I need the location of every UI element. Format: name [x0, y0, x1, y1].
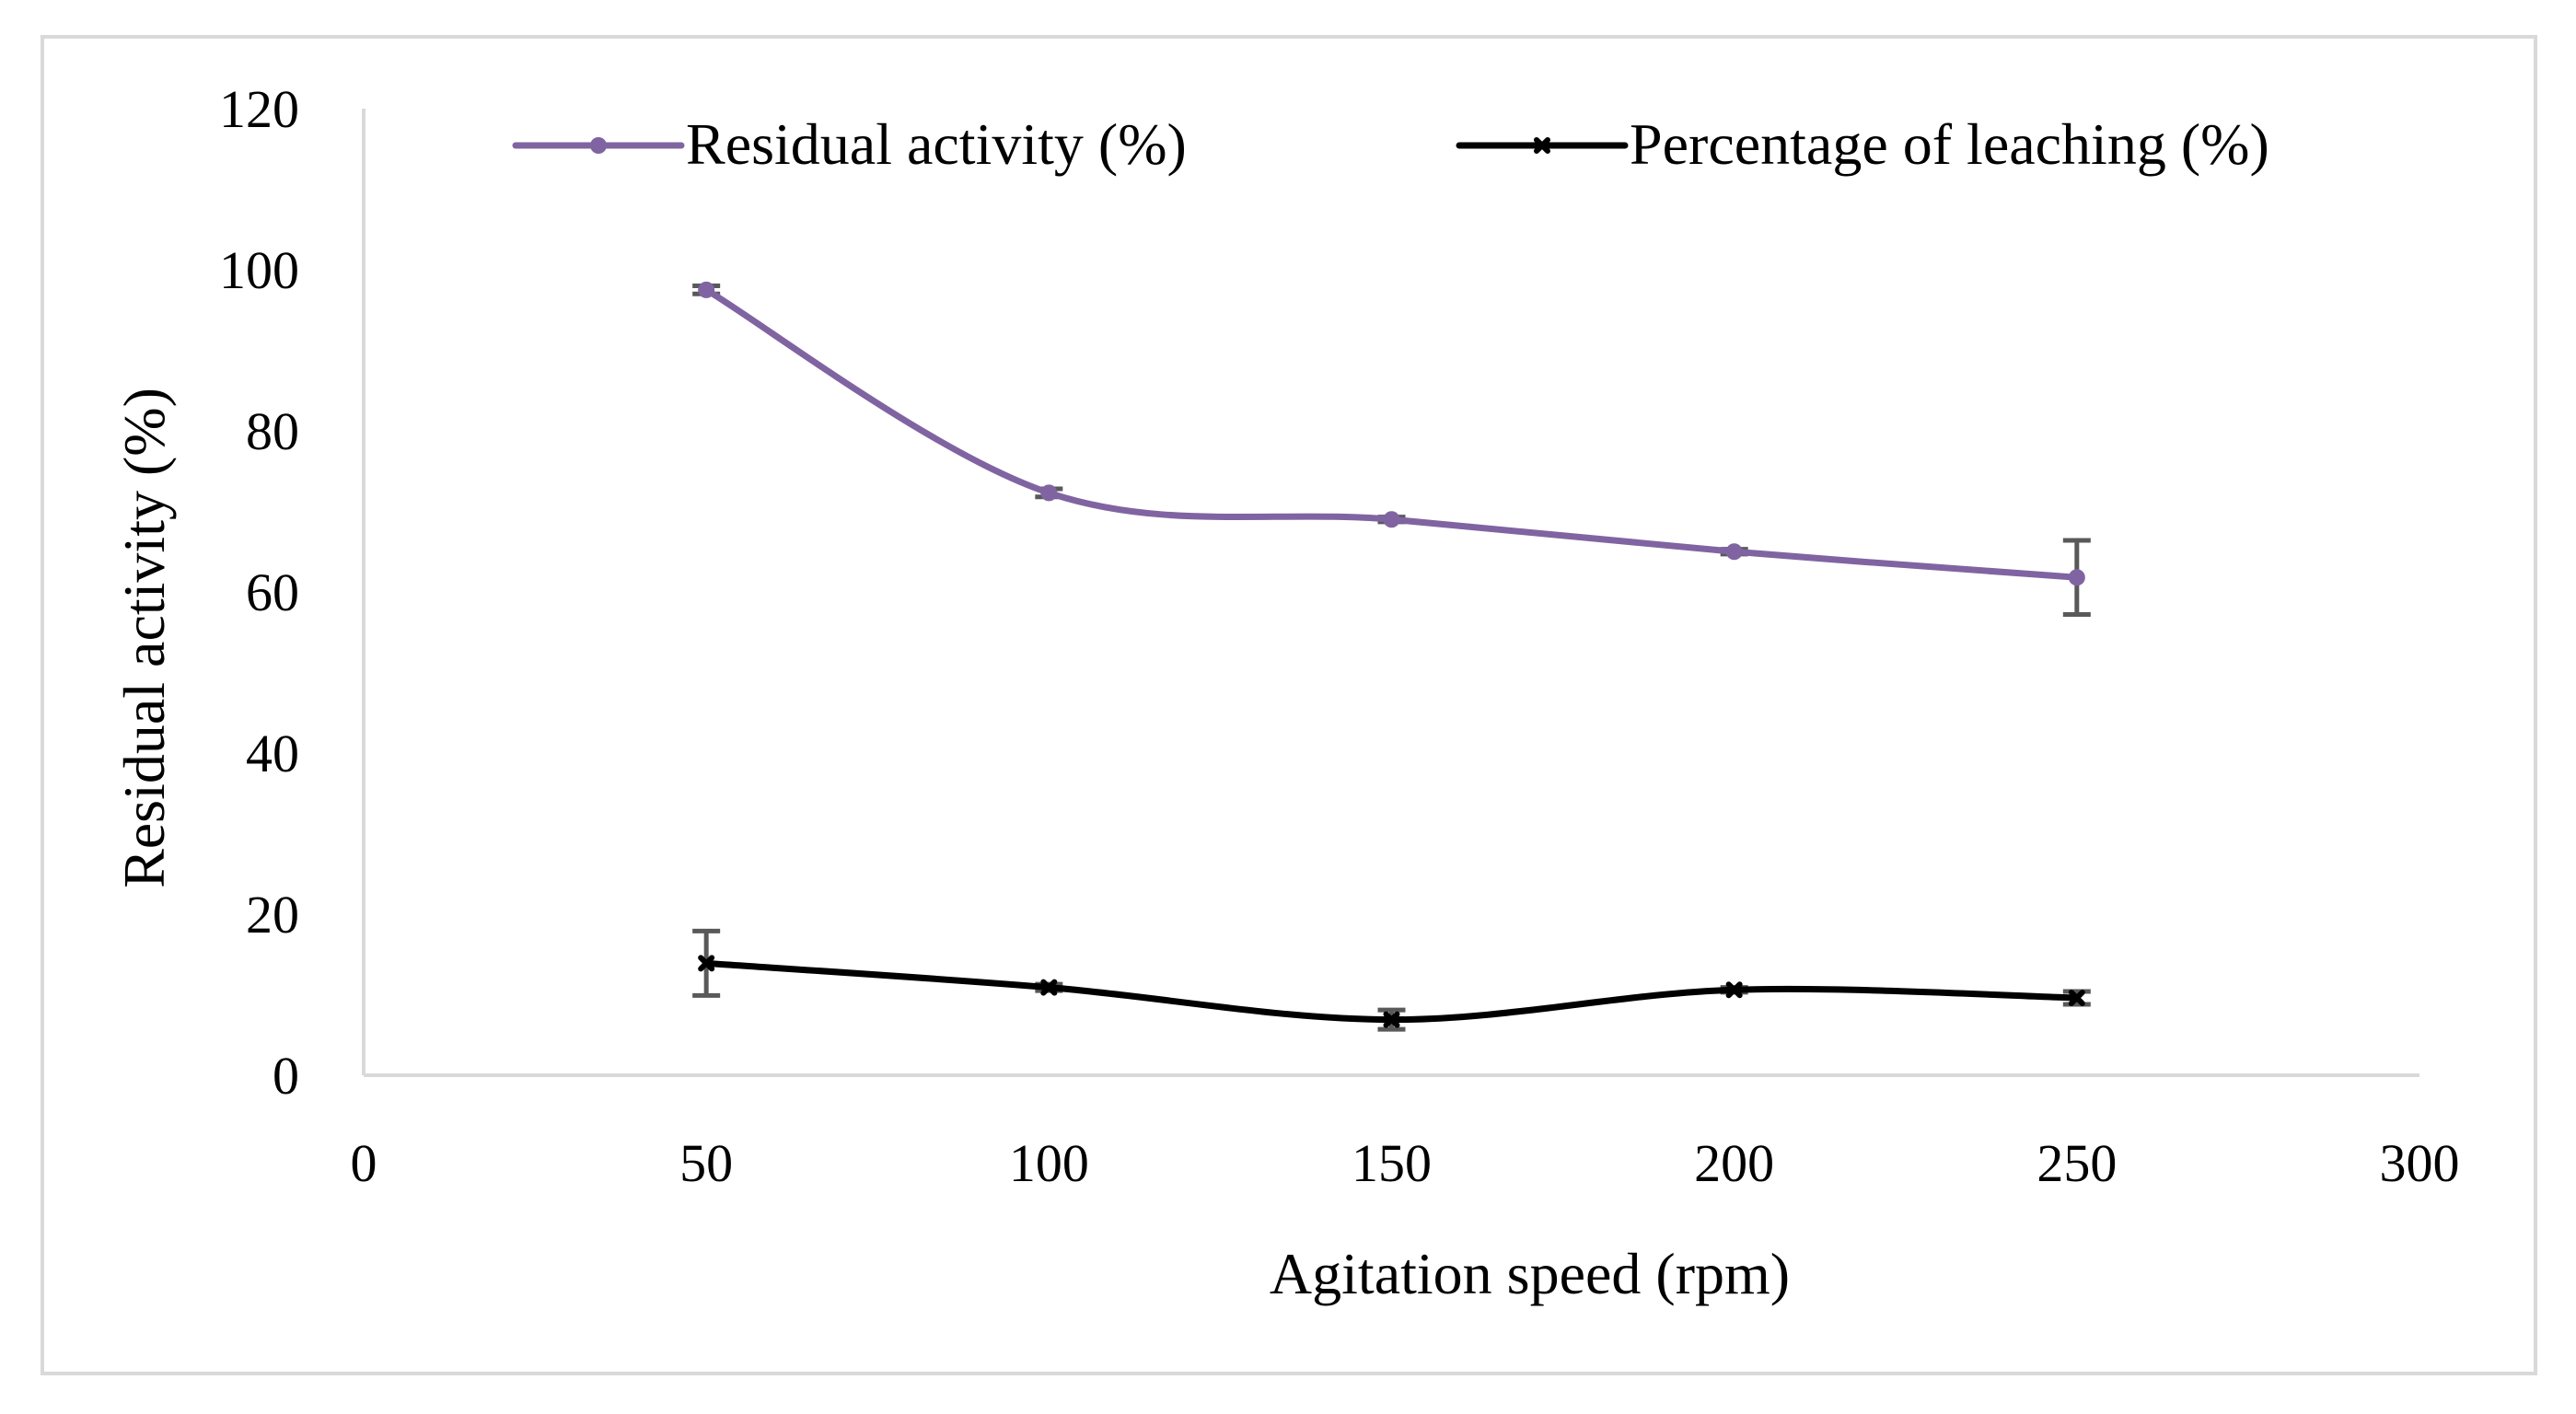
y-tick-label: 120	[219, 79, 299, 139]
x-axis-title: Agitation speed (rpm)	[1270, 1241, 1790, 1306]
residual-activity-point	[2068, 569, 2085, 586]
x-tick-label: 50	[679, 1133, 733, 1193]
residual-activity-legend-label: Residual activity (%)	[686, 111, 1187, 177]
x-tick-label: 300	[2380, 1133, 2460, 1193]
residual-activity-point	[698, 281, 715, 298]
x-tick-label: 0	[351, 1133, 377, 1193]
residual-activity-point	[1383, 511, 1400, 528]
chart-frame	[41, 35, 2537, 1375]
y-tick-label: 100	[219, 240, 299, 300]
leaching-point	[1725, 981, 1743, 999]
leaching-legend-label: Percentage of leaching (%)	[1630, 111, 2269, 177]
x-tick-label: 100	[1009, 1133, 1089, 1193]
leaching-point	[1040, 979, 1058, 996]
x-tick-label: 200	[1694, 1133, 1774, 1193]
residual-activity-point	[1725, 543, 1743, 561]
leaching-legend-entry: Percentage of leaching (%)	[1456, 111, 2269, 177]
residual-activity-legend-marker	[590, 137, 607, 154]
y-axis-title: Residual activity (%)	[111, 388, 177, 888]
leaching-legend-marker	[1534, 137, 1550, 154]
y-tick-label: 20	[246, 885, 299, 945]
x-tick-label: 250	[2036, 1133, 2117, 1193]
y-tick-label: 0	[273, 1046, 299, 1106]
leaching-point	[2068, 990, 2085, 1006]
residual-activity-legend-entry: Residual activity (%)	[512, 111, 1187, 177]
x-tick-label: 150	[1352, 1133, 1432, 1193]
leaching-point	[1383, 1011, 1400, 1028]
residual-activity-point	[1040, 484, 1058, 502]
y-tick-label: 40	[246, 724, 299, 783]
y-tick-label: 60	[246, 562, 299, 622]
y-tick-label: 80	[246, 401, 299, 461]
leaching-point	[698, 955, 715, 972]
